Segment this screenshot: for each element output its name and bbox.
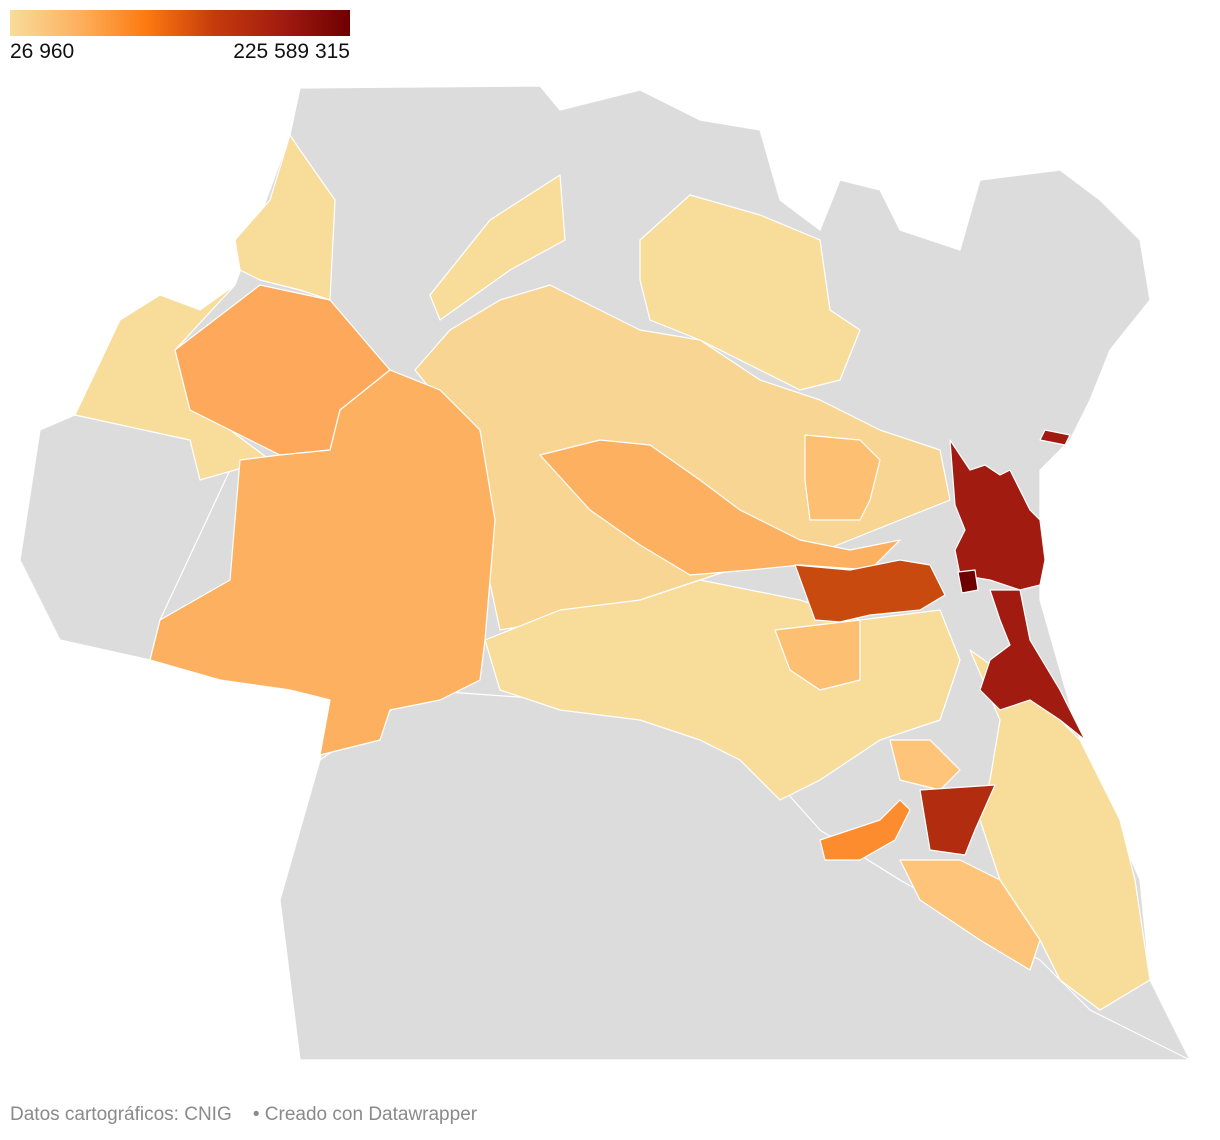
region-south-orange-bright — [819, 799, 911, 861]
region-mid-orange-2 — [774, 619, 861, 691]
region-mid-orange-1 — [804, 434, 881, 521]
legend-labels: 26 960 225 589 315 — [10, 40, 350, 64]
region-coast-dark-north — [949, 439, 1046, 591]
region-south-orange-2 — [899, 859, 1041, 971]
footer-credit: • Creado con Datawrapper — [252, 1104, 478, 1125]
region-core-darkest — [957, 569, 979, 594]
legend-gradient-bar — [10, 10, 350, 36]
region-coast-dark-south — [979, 589, 1086, 741]
footer-source: Datos cartográficos: CNIG — [10, 1104, 232, 1125]
region-coast-dark-north-islet — [1039, 429, 1071, 446]
map-svg — [19, 85, 1191, 1061]
region-west-orange-large — [149, 369, 496, 756]
legend-min-label: 26 960 — [10, 40, 75, 63]
region-south-orange — [889, 739, 961, 791]
region-upper-central-light — [429, 174, 566, 321]
region-east-orange-dark — [794, 559, 946, 623]
color-legend: 26 960 225 589 315 — [10, 10, 350, 64]
region-south-dark — [919, 784, 996, 856]
legend-max-label: 225 589 315 — [233, 40, 350, 63]
map-footer: Datos cartográficos: CNIG • Creado con D… — [10, 1104, 477, 1126]
choropleth-map — [0, 80, 1220, 1080]
region-central-diagonal-orange — [539, 439, 901, 576]
region-north-center-light — [639, 194, 861, 391]
region-north-west-light — [234, 134, 336, 301]
